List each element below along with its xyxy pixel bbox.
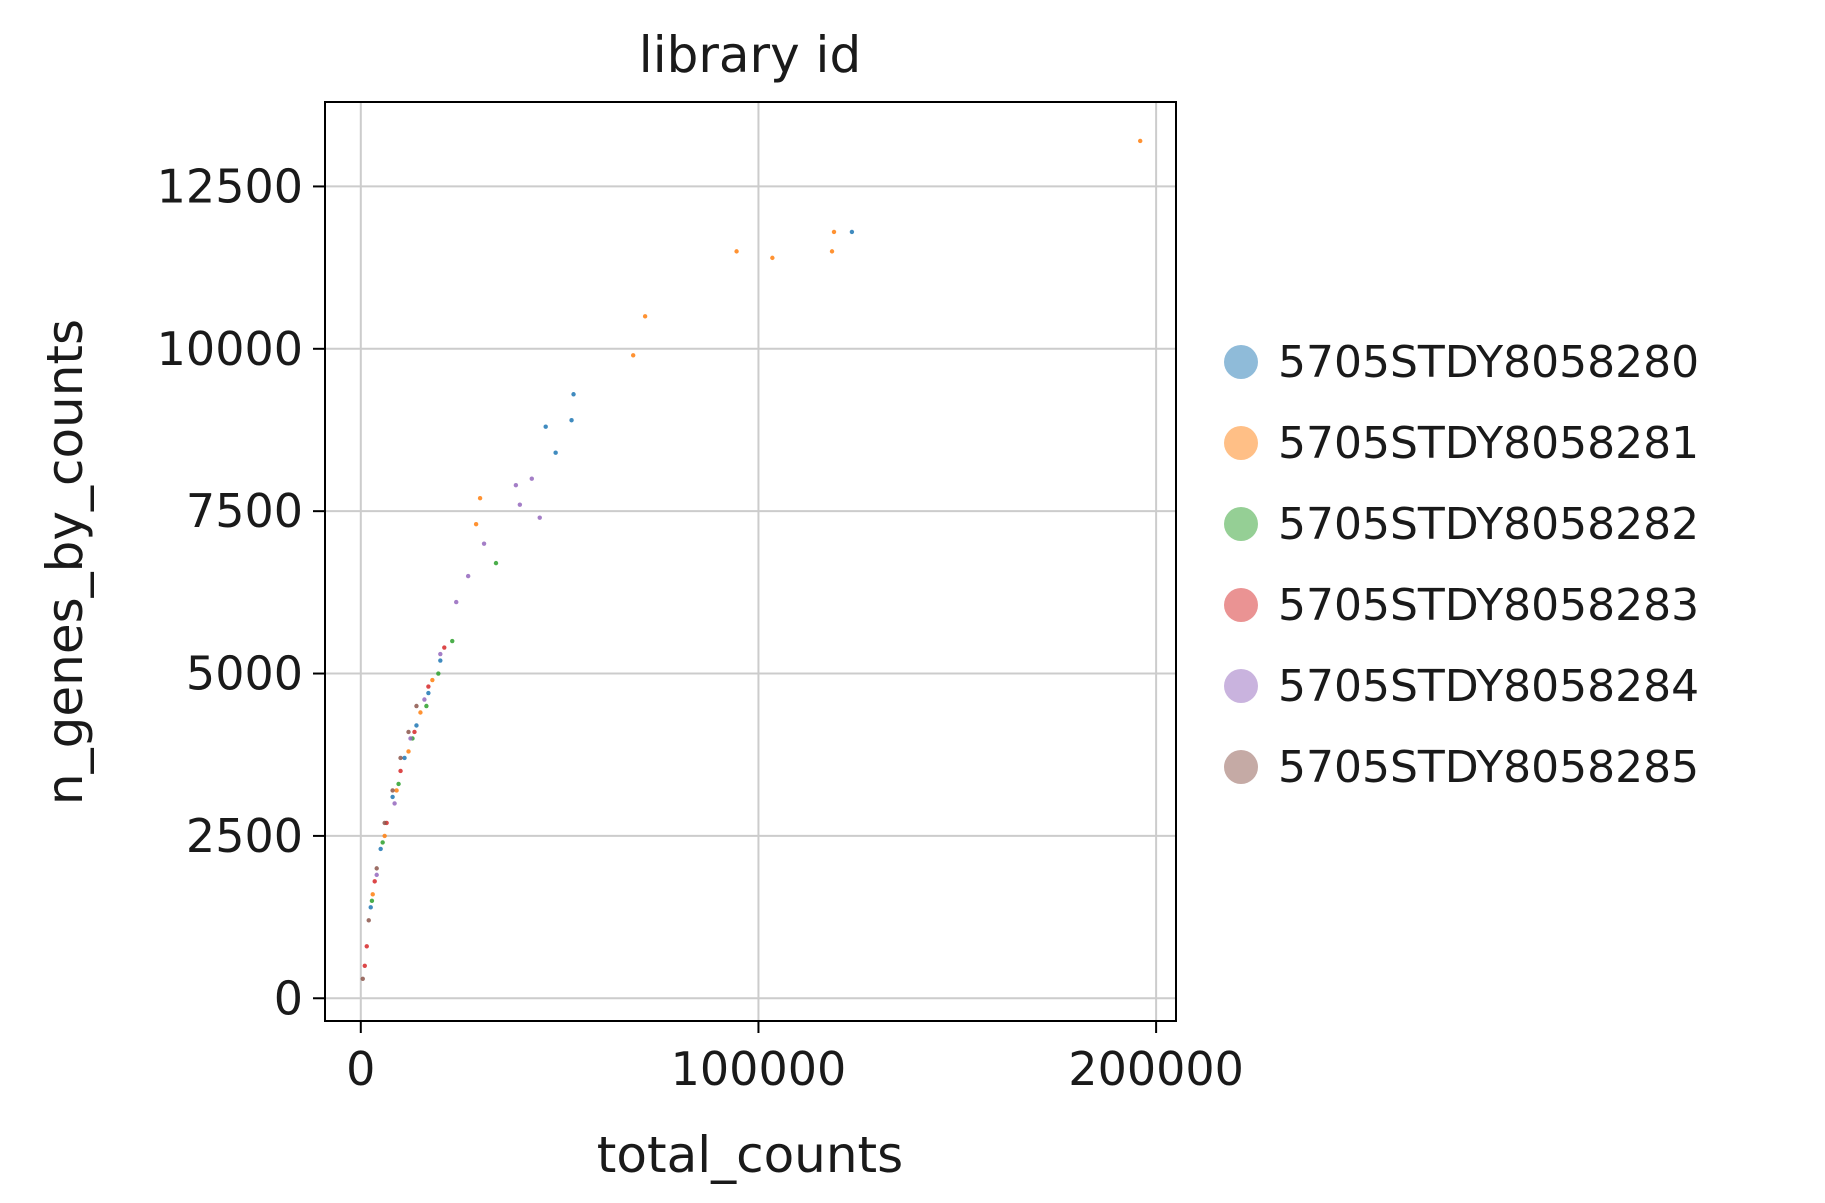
x-tick-label: 100000 [671,1042,847,1096]
y-tick-label: 5000 [186,647,303,701]
data-point [630,353,636,358]
data-point [408,736,413,741]
data-point [438,651,443,657]
y-axis-label: n_genes_by_counts [36,319,94,805]
data-point [849,229,855,235]
legend-marker [1224,507,1258,541]
legend-marker [1224,750,1258,784]
gridlines [325,102,1176,1021]
data-point [829,249,835,254]
data-point [481,541,487,546]
data-point [436,671,441,676]
data-point [402,755,407,761]
data-point [734,249,739,254]
data-point [430,677,435,683]
legend-label: 5705STDY8058283 [1278,580,1699,631]
legend-marker [1224,669,1258,703]
data-point [392,801,397,806]
legend-label: 5705STDY8058285 [1278,742,1699,793]
data-point [553,450,558,455]
data-points [360,138,1143,981]
data-point [424,703,429,709]
data-point [364,944,369,949]
legend-label: 5705STDY8058281 [1278,418,1699,469]
y-axis-ticks: 0 2500 5000 7500 10000 12500 [157,159,325,1025]
data-point [414,703,419,709]
data-point [382,833,387,839]
data-point [380,840,385,845]
data-point [426,690,431,696]
data-point [770,255,775,261]
y-tick-label: 7500 [186,484,303,538]
y-tick-label: 12500 [157,159,303,213]
series-5705STDY8058284 [374,476,542,878]
data-point [406,749,411,754]
data-point [543,424,548,429]
y-tick-label: 10000 [157,322,303,376]
data-point [396,781,401,787]
data-point [426,684,431,689]
legend-marker [1224,588,1258,622]
data-point [362,963,367,968]
data-point [418,710,423,715]
data-point [378,846,383,852]
legend-label: 5705STDY8058280 [1278,337,1699,388]
data-point [473,521,479,527]
data-point [414,723,419,728]
data-point [398,768,403,774]
data-point [390,794,395,800]
x-axis-label: total_counts [597,1126,903,1184]
legend-label: 5705STDY8058282 [1278,499,1699,550]
data-point [450,638,455,644]
data-point [406,729,411,735]
data-point [569,418,574,423]
data-point [369,898,375,904]
data-point [1138,138,1143,144]
data-point [493,560,499,566]
series-5705STDY8058280 [368,229,855,910]
y-tick-label: 2500 [186,809,303,863]
x-tick-label: 200000 [1068,1042,1244,1096]
data-point [513,482,519,488]
legend: 5705STDY8058280 5705STDY8058281 5705STDY80… [1224,337,1699,793]
data-point [366,918,371,923]
x-axis-ticks: 0 100000 200000 [346,1021,1244,1096]
legend-marker [1224,345,1258,379]
data-point [529,476,534,481]
series-5705STDY8058282 [369,560,499,904]
data-point [477,495,483,501]
data-point [831,229,837,235]
series-5705STDY8058285 [360,703,419,981]
data-point [390,788,395,793]
data-point [442,645,447,650]
data-point [382,820,387,826]
plot-frame [324,101,1177,1022]
legend-label: 5705STDY8058284 [1278,661,1699,712]
legend-marker [1224,426,1258,460]
series-5705STDY8058281 [370,138,1143,897]
data-point [422,697,427,702]
data-point [465,573,471,579]
x-tick-label: 0 [346,1042,375,1096]
data-point [642,314,648,319]
y-tick-label: 0 [274,971,303,1025]
data-point [374,872,379,878]
data-point [537,515,542,520]
data-point [374,866,379,871]
data-point [412,729,417,735]
data-point [571,392,576,397]
series-5705STDY8058283 [362,645,447,968]
data-point [454,599,459,605]
data-point [360,976,365,981]
data-point [394,788,399,793]
data-point [368,905,373,910]
data-point [398,755,403,761]
chart-title: library id [639,26,861,84]
data-point [372,879,377,884]
data-point [517,502,523,507]
data-point [370,892,375,897]
data-point [438,658,443,663]
